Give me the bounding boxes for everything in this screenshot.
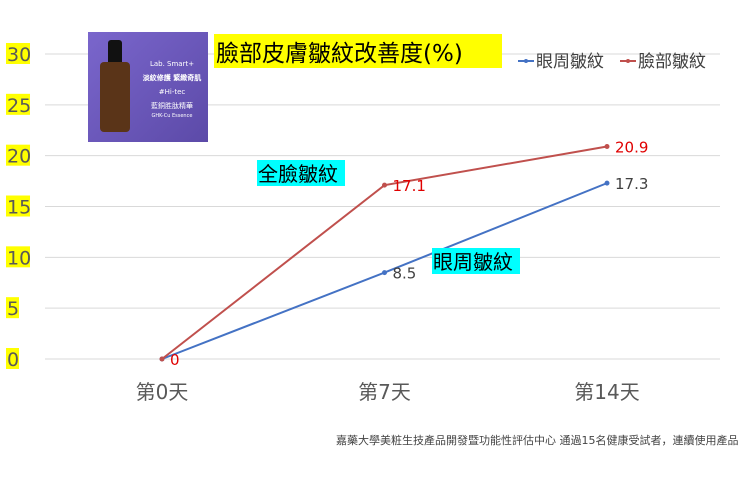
product-line3: 藍銅胜肽精華 <box>151 102 193 110</box>
y-tick-label: 20 <box>7 146 31 168</box>
data-label: 20.9 <box>615 139 648 157</box>
product-line4: GHK-Cu Essence <box>151 113 193 119</box>
data-point <box>382 270 387 276</box>
series-line-1 <box>161 145 608 360</box>
data-point <box>604 180 610 186</box>
x-tick-label: 第14天 <box>574 380 639 404</box>
title-highlight <box>214 34 502 68</box>
y-tick-label: 30 <box>7 44 31 66</box>
legend-marker <box>626 59 630 63</box>
tick-highlight <box>6 195 30 217</box>
y-tick-label: 5 <box>7 298 19 320</box>
annotation-box <box>432 248 520 274</box>
product-line2: #Hi-tec <box>158 88 186 96</box>
data-point <box>159 356 165 362</box>
y-tick-label: 0 <box>7 349 19 371</box>
data-label: 0 <box>170 351 180 369</box>
legend-label: 臉部皺紋 <box>638 52 706 72</box>
bottle <box>100 62 130 132</box>
data-point <box>604 144 610 150</box>
product-image: Lab. Smart+ 淡紋修護 緊緻奇肌 #Hi-tec 藍銅胜肽精華 GHK… <box>88 32 208 142</box>
data-label: 17.3 <box>615 175 648 193</box>
product-brand: Lab. Smart+ <box>149 60 195 68</box>
annotation-label: 全臉皺紋 <box>258 162 338 186</box>
chart-title: 臉部皮膚皺紋改善度(%) <box>216 41 463 67</box>
tick-highlight <box>6 348 19 369</box>
y-tick-label: 25 <box>7 95 31 117</box>
data-label: 17.1 <box>393 177 426 195</box>
y-tick-label: 10 <box>7 247 31 269</box>
data-label: 8.5 <box>393 265 417 283</box>
tick-highlight <box>6 144 30 166</box>
tick-highlight <box>6 93 30 115</box>
legend-label: 眼周皺紋 <box>536 52 604 72</box>
x-tick-label: 第7天 <box>358 380 411 404</box>
tick-highlight <box>6 246 30 268</box>
x-tick-label: 第0天 <box>136 380 189 404</box>
tick-highlight <box>6 297 19 319</box>
bottle-cap <box>108 40 122 64</box>
y-tick-label: 15 <box>7 197 31 219</box>
product-line1: 淡紋修護 緊緻奇肌 <box>142 74 202 82</box>
data-point <box>382 182 387 188</box>
legend-marker <box>524 59 528 63</box>
tick-highlight <box>6 43 30 64</box>
annotation-box <box>257 160 345 186</box>
annotation-label: 眼周皺紋 <box>433 250 513 274</box>
footnote: 嘉藥大學美粧生技產品開發暨功能性評估中心 通過15名健康受試者，連續使用產品 <box>336 434 739 447</box>
